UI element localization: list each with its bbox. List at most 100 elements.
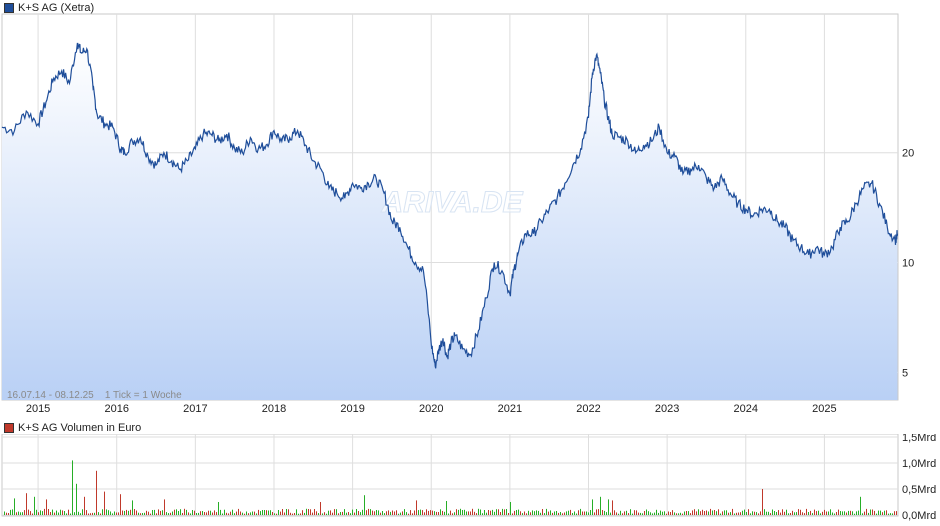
volume-bar [624,511,625,515]
volume-bar [58,512,59,515]
volume-bar [386,511,387,515]
volume-bar [844,511,845,515]
volume-bar [310,509,311,515]
volume-bar [364,495,365,515]
volume-bar [784,511,785,515]
volume-legend-swatch [4,423,14,433]
volume-bar [316,511,317,515]
volume-bar [136,510,137,515]
volume-bar [24,510,25,515]
volume-bar [90,513,91,515]
volume-bar [126,509,127,515]
volume-bar [716,511,717,515]
volume-bar [486,512,487,515]
volume-bar [478,508,479,515]
volume-bar [278,510,279,515]
volume-bar [116,512,117,515]
volume-bar [618,513,619,515]
volume-bar [628,513,629,515]
volume-bar [422,510,423,515]
volume-bar [732,508,733,515]
volume-bar [770,513,771,515]
volume-bar [132,500,133,515]
volume-bar [212,512,213,515]
volume-bar [580,508,581,515]
volume-bar [522,513,523,515]
volume-bar [380,512,381,515]
volume-bar [714,510,715,515]
volume-bar [350,513,351,515]
volume-bar [560,512,561,515]
volume-bar [76,483,77,515]
volume-bar [204,512,205,515]
volume-bar [124,510,125,515]
volume-bar [842,511,843,515]
volume-bar [328,510,329,515]
volume-bar [756,512,757,515]
volume-bar [292,513,293,515]
volume-bar [358,511,359,515]
volume-bar [146,510,147,515]
volume-bar [704,511,705,515]
volume-bar [488,510,489,515]
price-legend-swatch [4,3,14,13]
volume-bar [48,509,49,515]
volume-bar [104,491,105,515]
volume-bar [858,510,859,515]
volume-bar [196,513,197,515]
volume-bar [274,513,275,515]
volume-bar [276,513,277,515]
volume-ytick-label: 0,0Mrd [902,510,936,522]
volume-bar [252,511,253,515]
volume-bar [216,512,217,515]
volume-bar [526,513,527,515]
volume-bar [658,512,659,515]
volume-bar [64,511,65,515]
volume-bar [100,513,101,515]
volume-bar [366,510,367,515]
volume-bar [554,511,555,515]
volume-bar [392,510,393,515]
volume-bar [890,513,891,515]
price-chart: ARIVA.DE 16.07.14 - 08.12.25 1 Tick = 1 … [1,13,914,415]
volume-bar [786,509,787,515]
volume-bar [200,511,201,515]
volume-bar [630,509,631,515]
volume-bar [864,511,865,515]
volume-bar [856,511,857,515]
volume-bar [748,509,749,515]
volume-bar [780,512,781,515]
volume-bar [420,509,421,515]
volume-bar [884,510,885,515]
volume-bar [82,509,83,515]
volume-bar [532,510,533,515]
volume-ytick-label: 0,5Mrd [902,484,936,496]
volume-bar [722,511,723,515]
price-xtick-label: 2019 [340,403,364,415]
volume-bar [782,509,783,515]
volume-bar [762,489,763,515]
volume-bar [598,509,599,515]
volume-bar [496,509,497,515]
volume-bar [408,513,409,515]
volume-bar [110,511,111,515]
volume-bar [854,513,855,515]
volume-bar [66,513,67,515]
volume-bar [60,509,61,515]
volume-bar [26,493,27,515]
volume-bar [92,512,93,515]
volume-bar [148,511,149,515]
volume-bar [492,509,493,515]
volume-bar [184,508,185,515]
volume-bar [724,510,725,515]
volume-bar [840,511,841,515]
volume-bar [450,510,451,515]
volume-bar [614,510,615,515]
volume-bar [810,510,811,515]
volume-bar [676,513,677,515]
volume-bar [432,510,433,515]
volume-bar [758,513,759,515]
volume-bar [402,511,403,515]
volume-bar [626,510,627,515]
volume-bar [896,511,897,515]
